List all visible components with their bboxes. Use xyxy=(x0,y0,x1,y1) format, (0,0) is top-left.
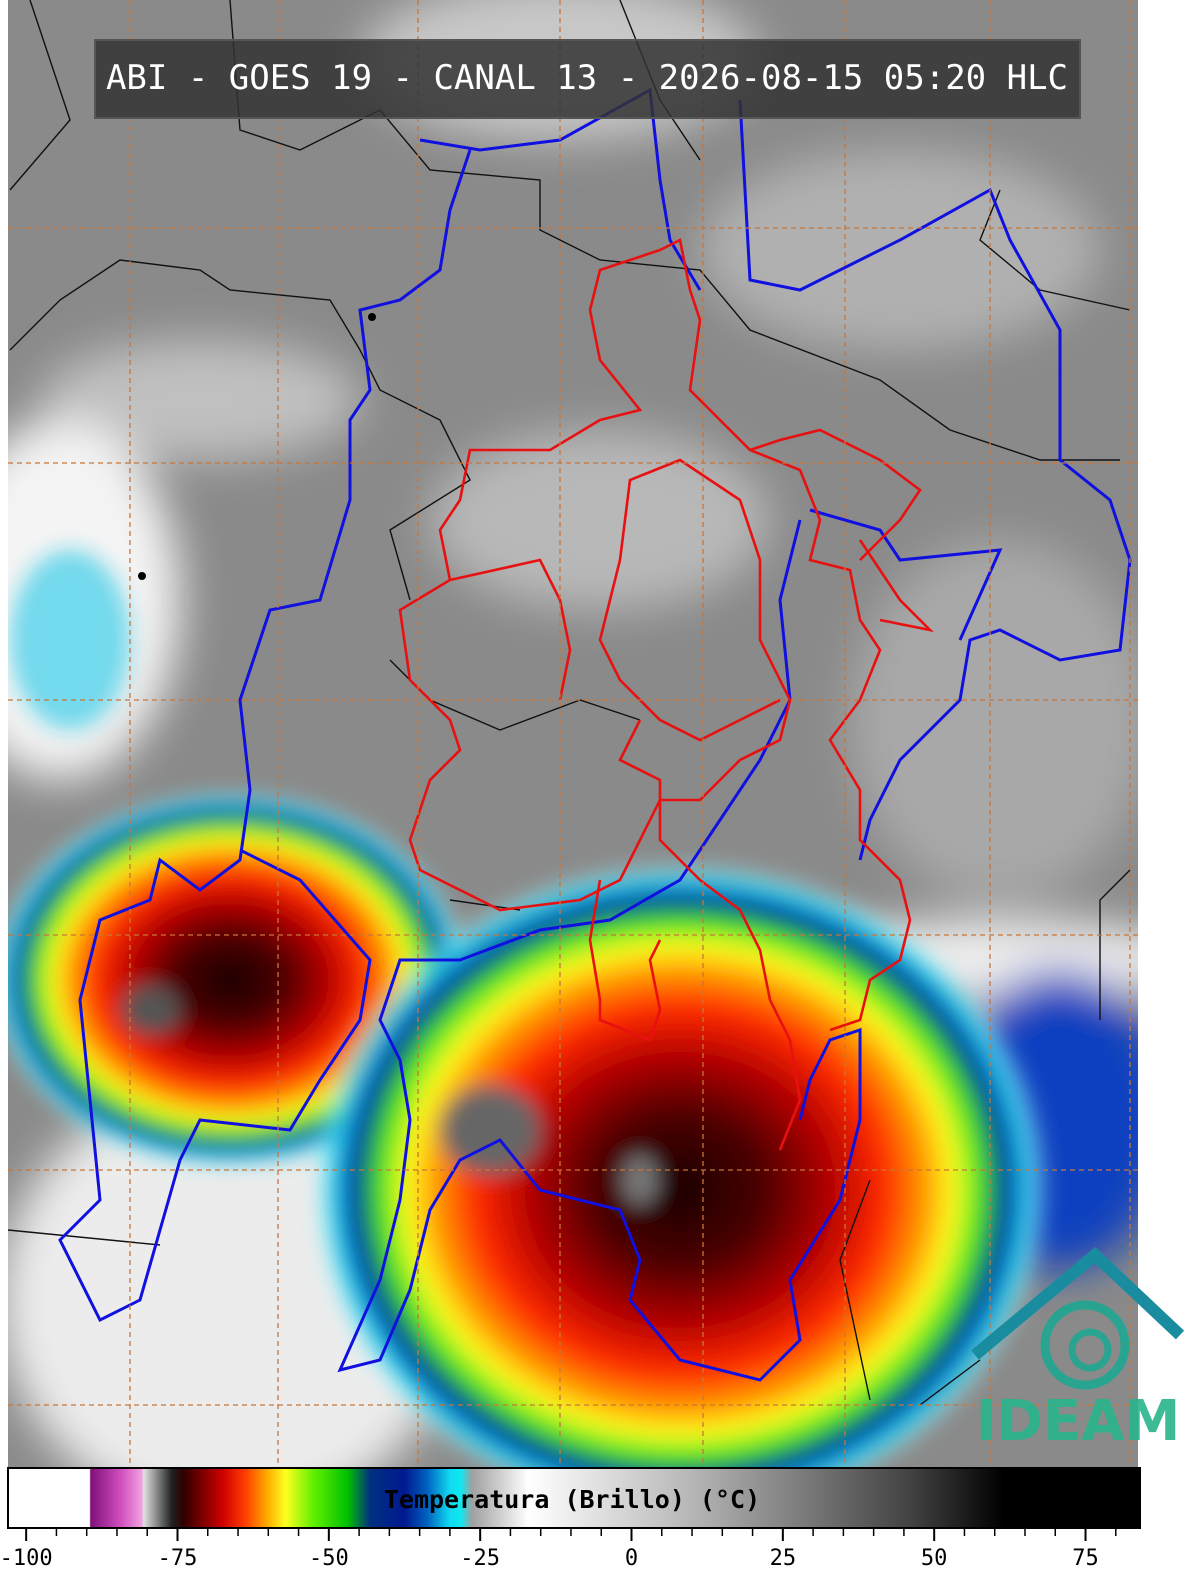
tick-label: 25 xyxy=(770,1546,797,1571)
tick-label: -75 xyxy=(158,1546,198,1571)
colorbar-gradient xyxy=(7,1467,1141,1529)
tick-label: -25 xyxy=(460,1546,500,1571)
tick-label: 50 xyxy=(921,1546,948,1571)
logo: IDEAM xyxy=(971,1246,1185,1454)
title: ABI - GOES 19 - CANAL 13 - 2026-08-15 05… xyxy=(106,58,1068,98)
colorbar-label: Temperatura (Brillo) (°C) xyxy=(384,1485,760,1514)
satellite-map xyxy=(8,0,1138,1467)
coordinate-grid xyxy=(8,0,1138,1467)
tick-label: -100 xyxy=(0,1546,53,1571)
title-box: ABI - GOES 19 - CANAL 13 - 2026-08-15 05… xyxy=(94,39,1081,119)
colorbar: Temperatura (Brillo) (°C) -100 -75 -50 -25 0… xyxy=(0,1467,1141,1571)
logo-text: IDEAM xyxy=(976,1389,1181,1454)
tick-label: 75 xyxy=(1072,1546,1099,1571)
tick-label: -50 xyxy=(309,1546,349,1571)
tick-label: 0 xyxy=(625,1546,638,1571)
